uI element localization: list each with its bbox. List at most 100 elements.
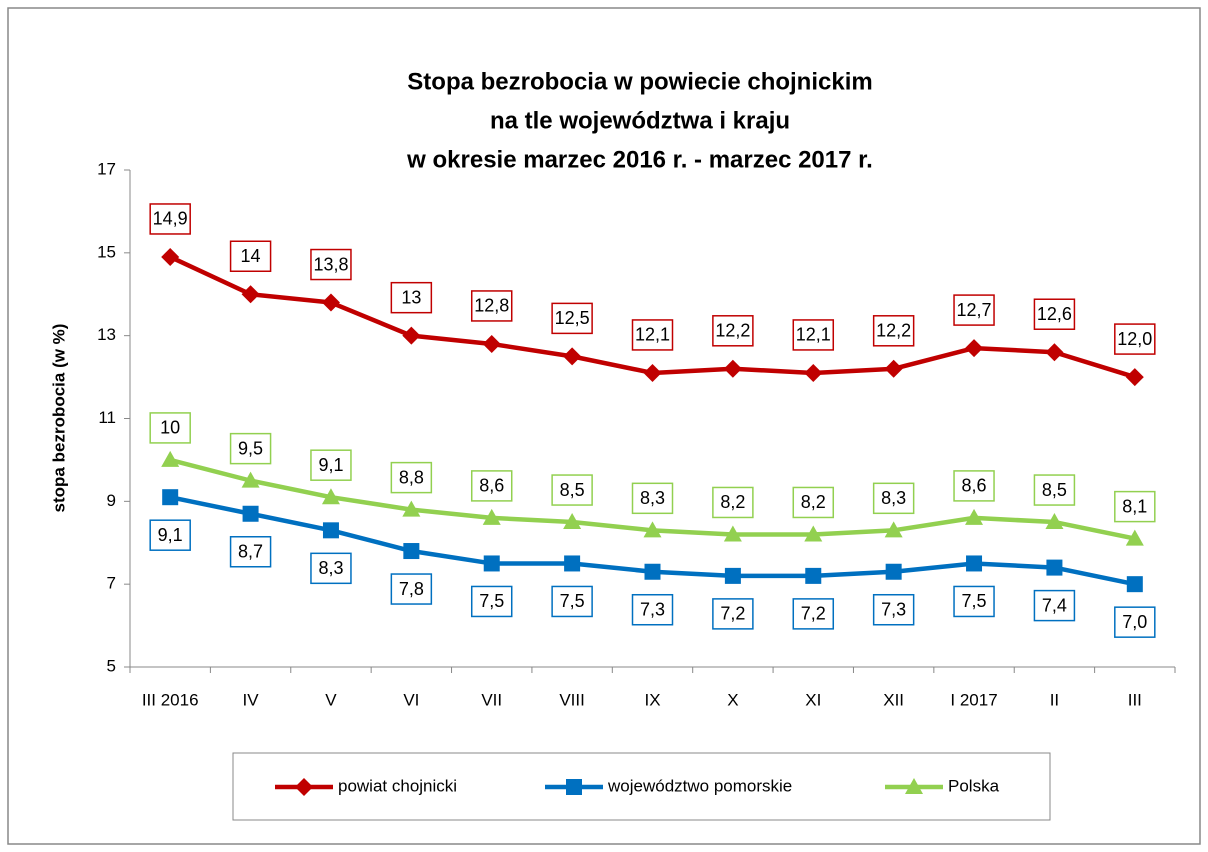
data-point <box>966 555 983 572</box>
data-label: 8,5 <box>560 480 585 500</box>
data-label-box <box>712 486 754 519</box>
data-point <box>643 521 662 538</box>
data-label-box <box>953 585 995 618</box>
legend-label: Polska <box>948 776 1000 795</box>
data-label: 7,5 <box>962 591 987 611</box>
data-label: 7,8 <box>399 579 424 599</box>
data-label: 12,5 <box>555 308 590 328</box>
data-label-box <box>229 432 272 465</box>
x-tick-label: I 2017 <box>950 690 997 709</box>
x-tick-label: VIII <box>559 690 585 709</box>
data-point <box>162 489 179 506</box>
data-label: 13,8 <box>313 254 348 274</box>
x-tick-label: III 2016 <box>142 690 199 709</box>
data-label: 12,6 <box>1037 304 1072 324</box>
data-label-box <box>551 302 593 335</box>
data-label-box <box>149 519 191 551</box>
data-label-box <box>953 294 995 326</box>
data-point <box>884 359 903 378</box>
data-point <box>321 293 340 312</box>
legend-marker <box>295 778 313 796</box>
data-label-box <box>310 248 352 281</box>
legend-label: województwo pomorskie <box>607 776 792 795</box>
data-label: 7,0 <box>1122 612 1147 632</box>
data-label-box <box>1114 323 1156 355</box>
data-label: 10 <box>160 418 180 438</box>
data-label: 7,4 <box>1042 595 1067 615</box>
data-label-box <box>872 593 915 626</box>
data-point <box>723 525 742 542</box>
x-tick-label: X <box>727 690 738 709</box>
data-label: 8,3 <box>640 488 665 508</box>
data-label-box <box>712 598 754 630</box>
y-tick-label: 5 <box>107 656 116 675</box>
data-label-box <box>1033 298 1076 330</box>
data-point <box>402 500 421 517</box>
data-point <box>322 522 339 539</box>
x-tick-label: XI <box>805 690 821 709</box>
data-label-box <box>631 319 674 351</box>
data-label: 12,2 <box>715 321 750 341</box>
data-label-box <box>149 412 191 444</box>
data-label: 8,3 <box>881 488 906 508</box>
chart-title: na tle województwa i kraju <box>490 107 790 134</box>
data-label-box <box>470 290 513 322</box>
data-point <box>1045 343 1064 362</box>
data-point <box>1046 559 1063 576</box>
data-label-box <box>1033 589 1076 622</box>
data-label: 7,3 <box>640 599 665 619</box>
data-label: 8,7 <box>238 542 263 562</box>
data-point <box>1125 529 1144 546</box>
data-label-box <box>792 486 835 519</box>
data-label-box <box>872 315 915 347</box>
data-label-box <box>953 470 995 502</box>
y-tick-label: 17 <box>97 159 116 178</box>
data-point <box>884 521 903 538</box>
data-label-box <box>390 461 433 494</box>
data-point <box>644 563 661 580</box>
data-point <box>241 471 260 488</box>
x-tick-label: IV <box>243 690 260 709</box>
x-tick-label: XII <box>883 690 904 709</box>
data-label: 7,5 <box>560 591 585 611</box>
data-label: 9,5 <box>238 438 263 458</box>
data-label: 7,2 <box>720 604 745 624</box>
data-point <box>804 363 823 382</box>
data-label: 9,1 <box>158 525 183 545</box>
data-label-box <box>149 203 191 235</box>
data-label: 12,2 <box>876 321 911 341</box>
data-point <box>564 555 581 572</box>
data-label-box <box>1033 474 1076 506</box>
y-tick-label: 13 <box>97 325 116 344</box>
y-axis-label: stopa bezrobocia (w %) <box>49 324 68 513</box>
data-label-box <box>390 573 433 605</box>
data-label: 12,7 <box>957 300 992 320</box>
x-tick-label: VII <box>481 690 502 709</box>
data-label: 8,3 <box>318 558 343 578</box>
data-label-box <box>792 598 835 630</box>
data-point <box>402 326 421 345</box>
chart-title: Stopa bezrobocia w powiecie chojnickim <box>407 68 872 95</box>
data-label-box <box>310 449 352 481</box>
data-point <box>242 505 259 522</box>
data-point <box>804 525 823 542</box>
data-label: 12,8 <box>474 296 509 316</box>
data-point <box>805 567 822 584</box>
data-label-box <box>390 281 433 314</box>
data-label-box <box>1114 606 1156 638</box>
data-label: 8,5 <box>1042 480 1067 500</box>
data-point <box>161 247 180 266</box>
data-label-box <box>631 482 674 515</box>
data-label-box <box>872 482 915 515</box>
data-label: 8,8 <box>399 467 424 487</box>
data-label-box <box>551 585 593 618</box>
x-tick-label: III <box>1128 690 1142 709</box>
data-point <box>563 513 582 530</box>
data-point <box>563 347 582 366</box>
data-point <box>723 359 742 378</box>
data-label: 12,0 <box>1117 329 1152 349</box>
data-point <box>403 543 420 560</box>
data-label-box <box>631 593 674 626</box>
data-label-box <box>792 319 835 351</box>
